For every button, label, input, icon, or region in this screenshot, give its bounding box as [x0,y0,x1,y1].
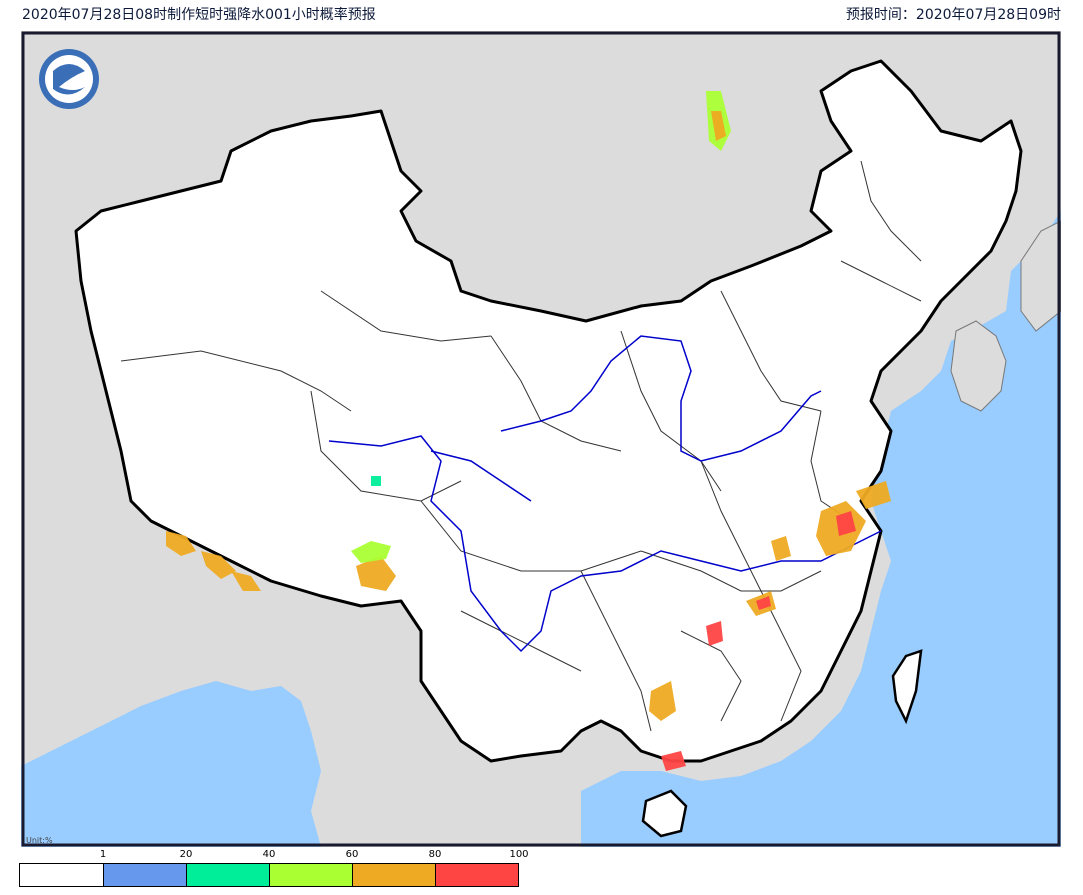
prob-area-tibet-west [166,531,196,556]
map-frame [21,31,1061,847]
prob-area-tibet-south [231,571,261,591]
legend-tick-100: 100 [509,849,529,860]
legend-bin-4 [352,863,436,887]
prob-area-jiangsu [856,481,891,509]
prob-area-guangdong [661,751,686,771]
prob-area-guangxi [649,681,676,721]
legend-tick-40: 40 [262,849,276,860]
legend-bin-3 [269,863,353,887]
prob-area-hunan [706,621,723,646]
hainan [641,789,688,838]
prob-area-north-core [711,111,726,141]
sea-southwest [21,681,321,847]
prob-area-anhui-core [836,511,856,536]
probability-areas [166,91,891,771]
forecast-time: 预报时间：2020年07月28日09时 [845,7,1061,23]
japan-land [1020,220,1061,332]
legend: 1 20 40 60 80 100 [19,849,529,891]
map-title: 2020年07月28日08时制作短时强降水001小时概率预报 [22,7,376,23]
legend-tick-80: 80 [428,849,442,860]
forecast-map [21,31,1061,847]
unit-label: Unit:% [26,836,53,845]
prob-area-tibet-mid [201,551,236,579]
prob-area-jiangxi-core [756,596,771,610]
legend-bin-0 [19,863,104,887]
prob-area-yunnan-fringe [351,541,391,563]
prob-area-yunnan [356,556,396,591]
taiwan [891,649,923,725]
legend-bin-2 [186,863,270,887]
legend-tick-60: 60 [345,849,359,860]
prob-area-qinghai [371,476,381,486]
korea-land [950,320,1007,412]
legend-bin-5 [435,863,519,887]
legend-bin-1 [103,863,187,887]
legend-tick-20: 20 [179,849,193,860]
legend-tick-1: 1 [99,849,107,860]
rivers [328,335,882,653]
cma-logo [39,49,99,109]
prob-area-hubei [771,536,791,561]
sea-east [581,211,1061,847]
